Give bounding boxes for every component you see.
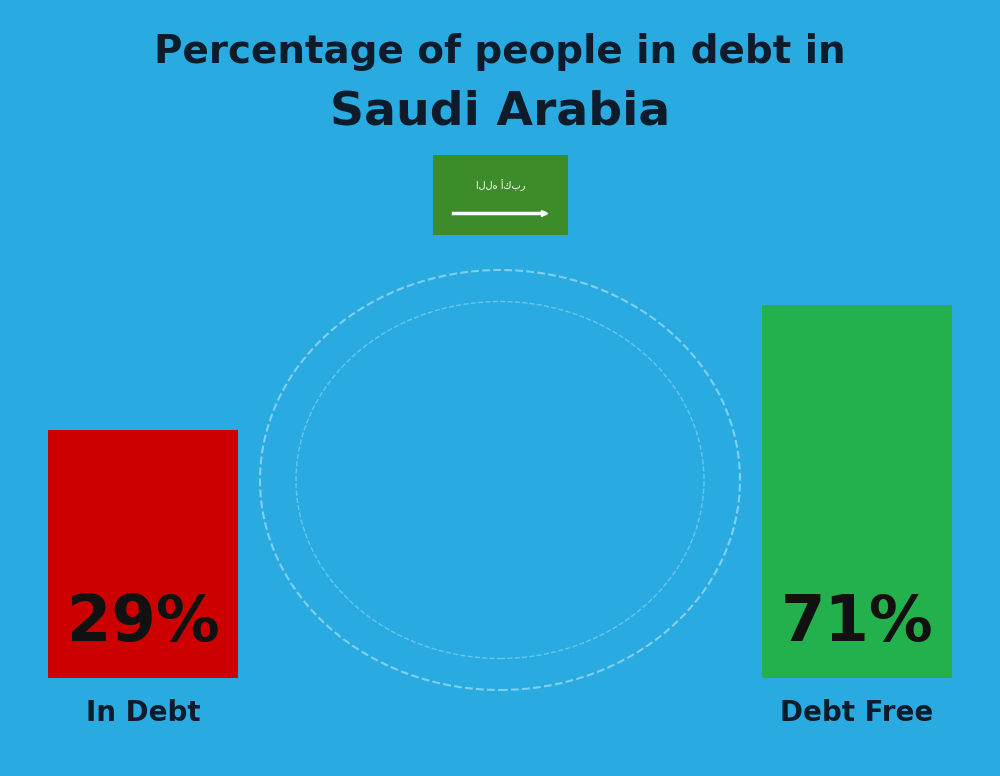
Text: Debt Free: Debt Free: [780, 699, 934, 727]
Text: Percentage of people in debt in: Percentage of people in debt in: [154, 33, 846, 71]
Bar: [762, 305, 952, 678]
Text: Saudi Arabia: Saudi Arabia: [330, 89, 670, 134]
Bar: [48, 430, 238, 678]
Text: In Debt: In Debt: [86, 699, 200, 727]
Bar: [433, 155, 568, 235]
Text: 29%: 29%: [67, 592, 219, 654]
Text: 71%: 71%: [781, 592, 933, 654]
Text: الله أكبر: الله أكبر: [476, 179, 525, 192]
